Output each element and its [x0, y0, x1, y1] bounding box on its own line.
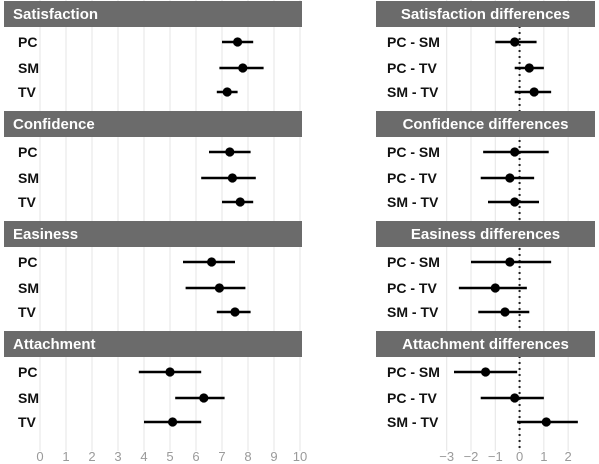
category-label: PC - SM [387, 34, 440, 50]
point-estimate [505, 257, 515, 267]
tick-label: 2 [88, 449, 95, 464]
panel-header-bar [4, 111, 302, 137]
point-estimate [238, 63, 248, 73]
point-estimate [510, 147, 520, 157]
tick-label: −1 [488, 449, 503, 464]
panel-header-bar [4, 331, 302, 357]
panel-3: Easiness PC SM TV [4, 221, 302, 320]
tick-label: 3 [114, 449, 121, 464]
category-label: TV [18, 194, 37, 210]
tick-label: 1 [540, 449, 547, 464]
category-label: PC - TV [387, 60, 437, 76]
point-estimate [510, 197, 520, 207]
panel-4: Attachment PC SM TV [4, 331, 302, 430]
point-estimate [199, 393, 209, 403]
category-label: SM - TV [387, 304, 439, 320]
panel-8: Attachment differences PC - SM PC - TV SM -… [376, 331, 595, 430]
category-label: PC [18, 364, 37, 380]
point-estimate [480, 367, 491, 377]
point-estimate [510, 393, 520, 403]
tick-label: 10 [293, 449, 307, 464]
x-axis-left: 0 1 2 3 4 5 6 7 8 9 10 [36, 449, 307, 464]
point-estimate [505, 173, 515, 183]
category-label: PC - TV [387, 390, 437, 406]
tick-label: 2 [565, 449, 572, 464]
panel-header-bar [4, 1, 302, 27]
category-label: SM [18, 60, 39, 76]
category-label: PC - TV [387, 280, 437, 296]
category-label: SM [18, 280, 39, 296]
panel-title: Confidence differences [403, 116, 569, 133]
panel-title: Attachment differences [402, 336, 569, 353]
category-label: SM [18, 170, 39, 186]
point-estimate [490, 283, 500, 293]
panel-title: Satisfaction [13, 6, 98, 23]
x-axis-right: −3 −2 −1 0 1 2 [439, 449, 571, 464]
category-label: PC [18, 34, 37, 50]
panel-7: Easiness differences PC - SM PC - TV SM - T… [376, 221, 595, 320]
panel-2: Confidence PC SM TV [4, 111, 302, 210]
tick-label: 0 [516, 449, 523, 464]
category-label: SM - TV [387, 84, 439, 100]
panel-header-bar [376, 221, 595, 247]
category-label: SM - TV [387, 414, 439, 430]
point-estimate [235, 197, 245, 207]
category-label: SM [18, 390, 39, 406]
tick-label: 8 [244, 449, 251, 464]
tick-label: −2 [464, 449, 479, 464]
point-estimate [225, 147, 235, 157]
category-label: TV [18, 304, 37, 320]
point-estimate [227, 173, 237, 183]
tick-label: 0 [36, 449, 43, 464]
panel-header-bar [376, 111, 595, 137]
point-estimate [222, 87, 232, 97]
category-label: PC [18, 254, 37, 270]
point-estimate [500, 307, 510, 317]
tick-label: −3 [439, 449, 454, 464]
point-estimate [230, 307, 240, 317]
tick-label: 5 [166, 449, 173, 464]
category-label: PC - SM [387, 254, 440, 270]
point-estimate [524, 63, 534, 73]
tick-label: 4 [140, 449, 147, 464]
category-label: PC - SM [387, 144, 440, 160]
panel-title: Easiness differences [411, 226, 560, 243]
point-estimate [207, 257, 217, 267]
panel-title: Satisfaction differences [401, 6, 570, 23]
category-label: PC [18, 144, 37, 160]
panel-title: Attachment [13, 336, 96, 353]
panel-header-bar [376, 1, 595, 27]
panel-title: Confidence [13, 116, 95, 133]
tick-label: 6 [192, 449, 199, 464]
category-label: SM - TV [387, 194, 439, 210]
point-estimate [510, 37, 520, 47]
category-label: TV [18, 414, 37, 430]
panel-5: Satisfaction differences PC - SM PC - TV SM… [376, 1, 595, 100]
tick-label: 9 [270, 449, 277, 464]
category-label: PC - SM [387, 364, 440, 380]
category-label: TV [18, 84, 37, 100]
point-estimate [233, 37, 243, 47]
point-estimate [541, 417, 551, 427]
panel-6: Confidence differences PC - SM PC - TV SM -… [376, 111, 595, 210]
panel-header-bar [376, 331, 595, 357]
category-label: PC - TV [387, 170, 437, 186]
panel-1: Satisfaction PC SM TV [4, 1, 302, 100]
tick-label: 1 [62, 449, 69, 464]
point-estimate [165, 367, 175, 377]
point-estimate [168, 417, 178, 427]
point-estimate [529, 87, 539, 97]
panel-title: Easiness [13, 226, 78, 243]
point-estimate [214, 283, 224, 293]
tick-label: 7 [218, 449, 225, 464]
panel-header-bar [4, 221, 302, 247]
